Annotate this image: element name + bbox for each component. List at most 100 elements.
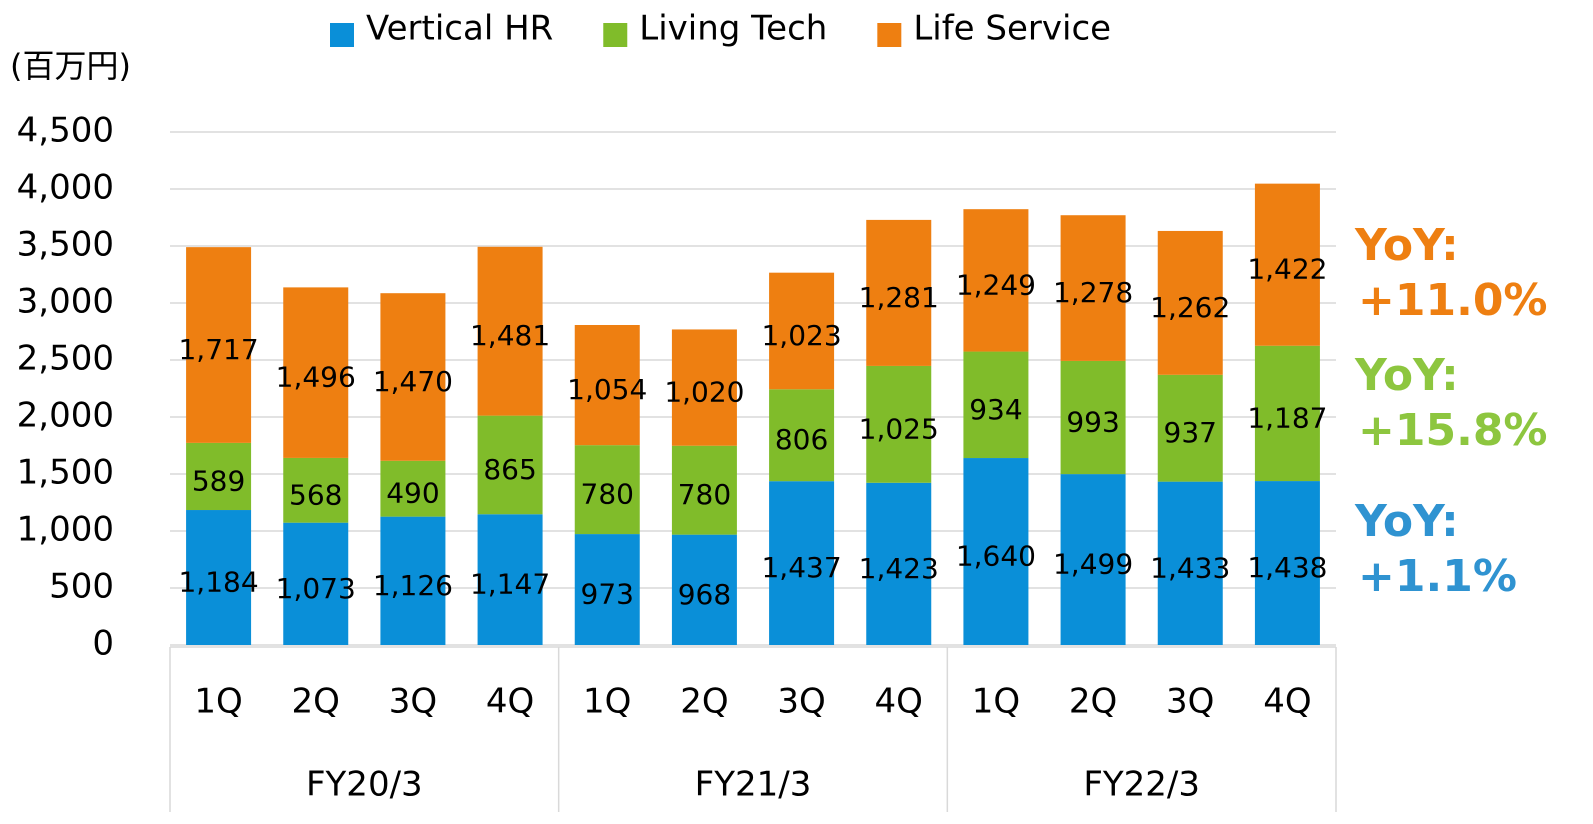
bar-segment [769, 389, 835, 482]
legend-swatch [330, 23, 354, 47]
value-label: 1,422 [1247, 253, 1327, 286]
bar-segment [186, 247, 252, 443]
value-label: 780 [581, 478, 634, 511]
yoy-annotation: +15.8% [1358, 405, 1548, 456]
bar-segment [380, 516, 446, 645]
legend-label: Living Tech [639, 9, 827, 49]
value-label: 1,433 [1150, 551, 1230, 584]
value-label: 1,438 [1247, 551, 1327, 584]
bar-segment [866, 219, 932, 366]
value-label: 806 [775, 423, 828, 456]
yoy-annotation: +11.0% [1358, 275, 1548, 326]
bar-segment [1157, 230, 1223, 375]
x-tick-label: 3Q [389, 682, 437, 722]
x-tick-label: 1Q [194, 682, 242, 722]
bar-segment [380, 293, 446, 461]
bar-segment [186, 510, 252, 645]
y-tick-label: 3,000 [17, 282, 114, 322]
value-label: 1,281 [859, 281, 939, 314]
y-axis-label: (百万円) [10, 47, 131, 85]
value-label: 968 [678, 578, 731, 611]
value-label: 934 [969, 393, 1022, 426]
group-label: FY22/3 [1083, 765, 1200, 805]
bar-segment [283, 522, 349, 645]
y-tick-label: 1,000 [17, 510, 114, 550]
bar-segment [866, 365, 932, 483]
value-label: 589 [192, 464, 245, 497]
bar-segment [671, 534, 737, 645]
x-tick-label: 3Q [777, 682, 825, 722]
x-tick-label: 4Q [486, 682, 534, 722]
bar-segment [1060, 474, 1126, 645]
value-label: 780 [678, 478, 731, 511]
x-tick-label: 2Q [1069, 682, 1117, 722]
y-tick-label: 4,000 [17, 168, 114, 208]
value-label: 1,262 [1150, 291, 1230, 324]
bar-segment [866, 482, 932, 645]
bar-segment [574, 325, 640, 446]
bar-segment [1157, 481, 1223, 645]
value-label: 490 [386, 477, 439, 510]
y-tick-label: 0 [92, 624, 114, 664]
bar-segment [671, 329, 737, 446]
value-label: 1,249 [956, 268, 1036, 301]
yoy-annotation: YoY: [1354, 350, 1459, 401]
x-tick-label: 4Q [1263, 682, 1311, 722]
value-label: 937 [1164, 416, 1217, 449]
group-label: FY20/3 [306, 765, 423, 805]
y-tick-label: 4,500 [17, 111, 114, 151]
bar-segment [283, 287, 349, 458]
value-label: 865 [483, 453, 536, 486]
value-label: 1,499 [1053, 548, 1133, 581]
bar-segment [380, 460, 446, 517]
value-label: 1,278 [1053, 276, 1133, 309]
value-label: 1,126 [373, 569, 453, 602]
yoy-annotation: YoY: [1354, 496, 1459, 547]
x-tick-label: 1Q [972, 682, 1020, 722]
value-label: 1,423 [859, 552, 939, 585]
y-tick-label: 3,500 [17, 225, 114, 265]
value-label: 1,481 [470, 319, 550, 352]
value-label: 973 [581, 578, 634, 611]
bar-segment [671, 445, 737, 535]
bar-segment [1060, 360, 1126, 475]
y-tick-label: 1,500 [17, 453, 114, 493]
bar-segment [963, 458, 1029, 645]
value-label: 1,054 [567, 373, 647, 406]
bar-segment [574, 534, 640, 645]
value-label: 993 [1066, 406, 1119, 439]
bar-segment [1254, 481, 1320, 645]
yoy-annotation: +1.1% [1358, 551, 1517, 602]
bar-segment [477, 415, 543, 515]
legend-swatch [603, 23, 628, 47]
bar-segment [1060, 215, 1126, 361]
bar-segment [1254, 345, 1320, 482]
x-tick-label: 3Q [1166, 682, 1214, 722]
x-tick-label: 1Q [583, 682, 631, 722]
bar-segment [1157, 374, 1223, 482]
value-label: 1,147 [470, 568, 550, 601]
y-tick-label: 2,000 [17, 396, 114, 436]
value-label: 1,020 [664, 376, 744, 409]
bar-segment [1254, 183, 1320, 346]
x-tick-label: 2Q [680, 682, 728, 722]
bar-segment [574, 445, 640, 535]
value-label: 1,437 [761, 551, 841, 584]
value-label: 1,640 [956, 540, 1036, 573]
value-label: 1,187 [1247, 401, 1327, 434]
bar-segment [477, 514, 543, 645]
value-label: 1,717 [178, 333, 258, 366]
value-label: 1,025 [859, 412, 939, 445]
y-tick-label: 500 [49, 567, 114, 607]
legend-label: Life Service [913, 9, 1111, 49]
value-label: 1,073 [276, 572, 356, 605]
value-label: 1,496 [276, 361, 356, 394]
bar-segment [186, 442, 252, 511]
x-tick-label: 2Q [292, 682, 340, 722]
bar-segment [769, 272, 835, 390]
legend-label: Vertical HR [366, 9, 553, 49]
value-label: 1,470 [373, 365, 453, 398]
bar-segment [963, 209, 1029, 352]
value-label: 1,023 [761, 319, 841, 352]
